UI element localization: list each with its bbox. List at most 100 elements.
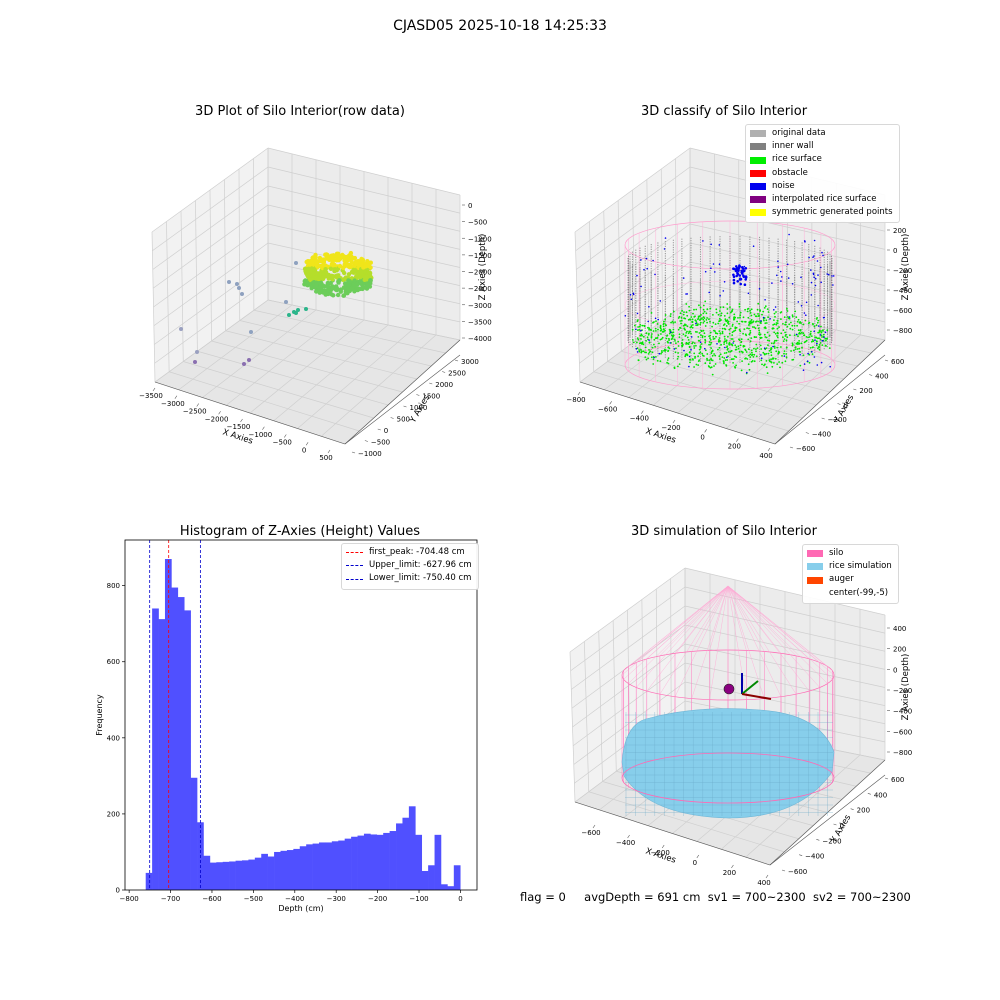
rice-point — [748, 354, 750, 357]
rice-point — [773, 319, 775, 321]
rice-point — [758, 333, 760, 336]
axis-line — [579, 381, 776, 445]
rice-point — [749, 312, 752, 314]
rice-point — [818, 329, 821, 332]
noise-point — [788, 316, 791, 318]
outlier-point — [193, 360, 197, 364]
y-tick-label: 400 — [107, 734, 120, 742]
noise-point — [743, 283, 747, 287]
rice-point — [655, 320, 657, 322]
rice-point — [731, 331, 734, 334]
rice-point — [690, 316, 693, 318]
histogram-bar — [254, 857, 262, 890]
legend-swatch — [807, 576, 823, 584]
rice-point — [699, 321, 702, 324]
rice-point — [775, 323, 778, 326]
point — [311, 255, 316, 260]
rice-point — [649, 328, 652, 331]
silo-roof-line — [659, 585, 729, 656]
noise-point — [813, 255, 815, 257]
rice-point — [749, 331, 752, 334]
outlier-point — [247, 358, 251, 362]
rice-point — [814, 336, 816, 339]
rice-point — [740, 369, 743, 372]
point — [315, 261, 320, 266]
rice-point — [810, 335, 813, 337]
rice-point — [724, 319, 727, 322]
rice-point — [675, 347, 677, 350]
grid-line — [571, 605, 686, 690]
noise-point — [812, 272, 815, 275]
figure-suptitle: CJASD05 2025-10-18 14:25:33 — [393, 18, 607, 34]
rice-point — [710, 352, 713, 355]
y-tick-label: 1000 — [410, 404, 428, 412]
rice-point — [699, 351, 702, 354]
rice-point — [661, 336, 664, 339]
y-tick — [442, 371, 446, 373]
noise-point — [820, 266, 822, 269]
rice-point — [704, 341, 707, 344]
rice-point — [649, 350, 652, 353]
legend-swatch — [750, 196, 766, 204]
grid-line — [151, 147, 269, 233]
legend-label: Lower_limit: -750.40 cm — [369, 573, 472, 584]
x-tick-label: −800 — [566, 396, 585, 404]
rice-point — [661, 331, 664, 333]
point — [326, 286, 331, 291]
rice-point — [727, 335, 729, 338]
rice-point — [768, 339, 771, 342]
x-tick — [592, 824, 596, 829]
noise-point — [732, 267, 735, 271]
rice-point — [697, 364, 700, 366]
rice-point — [694, 357, 696, 359]
point — [359, 256, 364, 262]
noise-point — [624, 315, 627, 317]
rice-point — [672, 322, 675, 324]
y-tick — [850, 808, 854, 810]
rice-point — [785, 353, 788, 355]
noise-point — [760, 320, 762, 322]
noise-point — [781, 276, 783, 278]
noise-point — [811, 351, 813, 353]
noise-point — [690, 336, 693, 338]
rice-point — [660, 333, 662, 335]
noise-point — [777, 266, 779, 268]
grid-line — [570, 586, 686, 672]
rice-point — [662, 323, 665, 326]
rice-point — [770, 348, 772, 351]
x-tick-label: −600 — [202, 895, 221, 903]
rice-point — [797, 329, 800, 332]
rice-point — [704, 338, 706, 341]
rice-point — [671, 320, 674, 323]
grid-line — [569, 567, 686, 653]
rice-point — [708, 318, 710, 321]
rice-point — [737, 317, 739, 319]
noise-point — [752, 245, 755, 247]
rice-point — [737, 347, 740, 350]
rice-point — [688, 345, 691, 348]
y-tick-label: 200 — [859, 387, 872, 395]
x-tick — [641, 410, 644, 414]
rice-point — [734, 348, 737, 351]
histogram-bar — [421, 870, 429, 890]
rice-point — [722, 360, 725, 362]
point — [312, 267, 317, 272]
rice-point — [749, 340, 752, 343]
rice-point — [763, 327, 766, 329]
rice-point — [699, 346, 702, 349]
grid-line — [267, 166, 461, 214]
z-tick-label: −3500 — [468, 318, 492, 326]
y-tick — [390, 417, 394, 419]
histogram-bar — [267, 856, 275, 890]
y-tick — [884, 777, 889, 780]
grid-line — [684, 624, 886, 670]
rice-point — [741, 320, 744, 323]
noise-point — [704, 270, 707, 273]
rice-point — [818, 343, 821, 346]
rice-point — [709, 307, 712, 310]
noise-point — [799, 353, 801, 356]
rice-point — [726, 303, 729, 305]
rice-point — [731, 325, 734, 327]
y-tick-label: 0 — [116, 887, 120, 895]
grid-line — [574, 147, 691, 233]
